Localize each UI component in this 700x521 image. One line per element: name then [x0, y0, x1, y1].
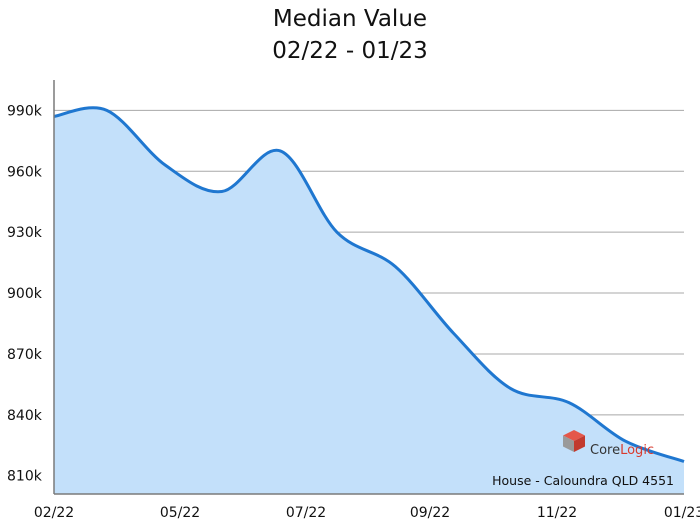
data-point [278, 149, 282, 153]
corelogic-cube-icon [563, 430, 585, 452]
data-point [452, 332, 456, 336]
property-caption: House - Caloundra QLD 4551 [492, 473, 674, 488]
data-point [105, 108, 109, 112]
x-tick-label: 07/22 [286, 505, 326, 521]
axes [53, 80, 684, 495]
median-value-line [53, 106, 685, 463]
x-tick-label: 05/22 [160, 505, 200, 521]
data-point [682, 460, 686, 464]
y-tick-label: 960k [7, 164, 43, 180]
y-tick-label: 930k [7, 225, 43, 241]
data-point [393, 265, 397, 269]
y-tick-label: 870k [7, 347, 43, 363]
data-point [508, 386, 512, 390]
y-tick-label: 810k [7, 469, 43, 485]
x-tick-label: 02/22 [34, 505, 74, 521]
y-tick-label: 990k [7, 103, 43, 119]
brand-logic: Logic [620, 443, 654, 458]
data-point [567, 401, 571, 405]
y-tick-label: 900k [7, 286, 43, 302]
x-tick-label: 09/22 [410, 505, 450, 521]
data-point [335, 230, 339, 234]
data-point [163, 163, 167, 167]
y-tick-label: 840k [7, 408, 43, 424]
brand-core: Core [590, 443, 620, 458]
corelogic-brand: CoreLogic [590, 443, 654, 458]
data-point [220, 190, 224, 194]
corelogic-watermark: CoreLogic House - Caloundra QLD 4551 [492, 430, 674, 488]
x-tick-label: 11/22 [537, 505, 577, 521]
median-value-area [54, 107, 684, 494]
y-axis-tick-labels: 810k 840k 870k 900k 930k 960k 990k [7, 103, 43, 484]
chart-title: Median Value [272, 6, 428, 32]
x-axis-tick-labels: 02/22 05/22 07/22 09/22 11/22 01/23 [34, 505, 700, 521]
x-tick-label: 01/23 [664, 505, 700, 521]
chart-subtitle: 02/22 - 01/23 [272, 38, 428, 64]
